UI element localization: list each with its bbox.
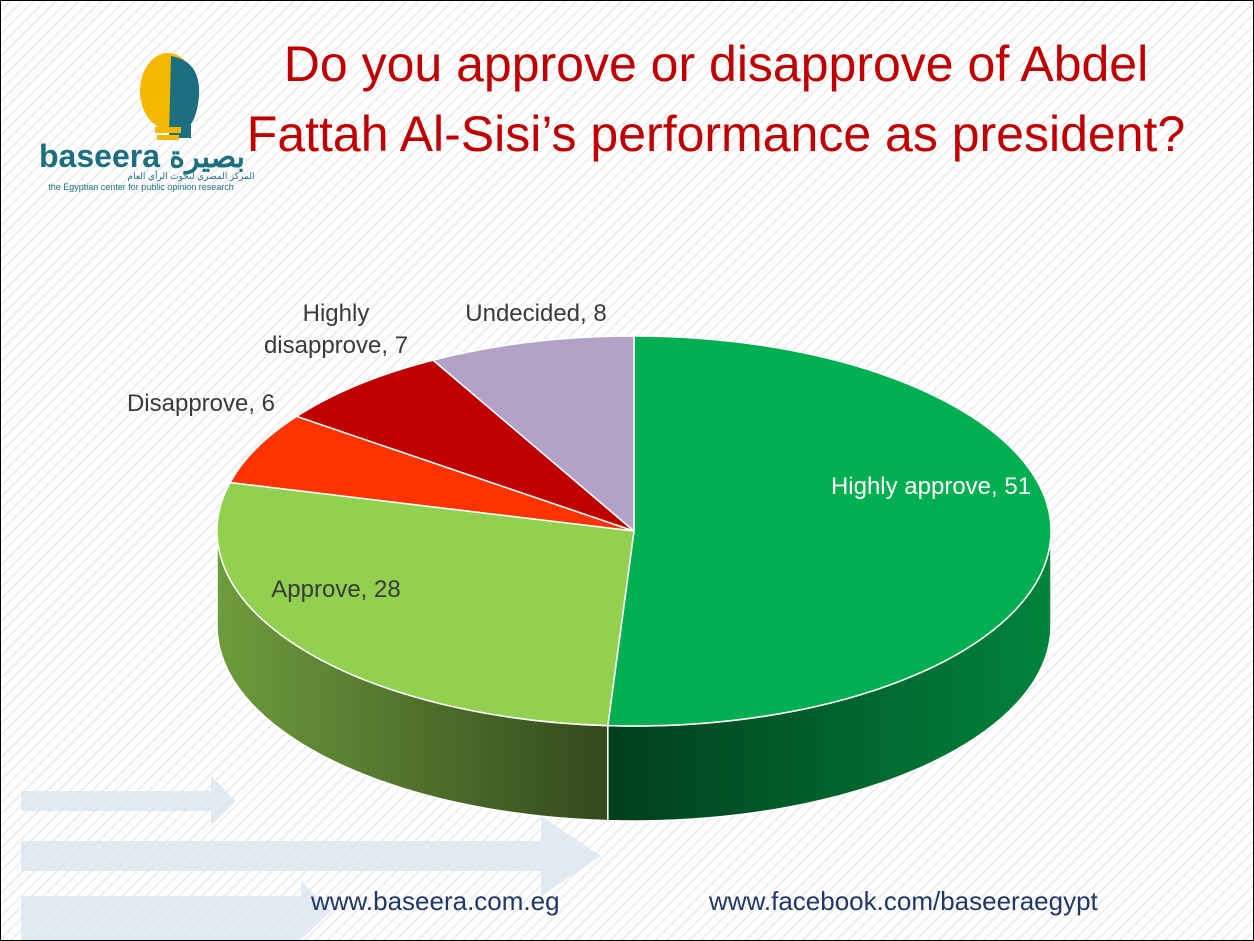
slice xyxy=(431,335,635,533)
footer-facebook: www.facebook.com/baseeraegypt xyxy=(709,886,1098,916)
slice xyxy=(294,359,635,532)
logo-arabic: بصيرة xyxy=(169,141,245,175)
data-label: Approve, 28 xyxy=(271,576,401,603)
pie xyxy=(216,335,1052,822)
slice xyxy=(228,415,635,532)
data-label: Undecided, 8 xyxy=(465,300,607,327)
chart-title: Do you approve or disapprove of Abdel Fa… xyxy=(246,36,1186,162)
decor-arrows xyxy=(21,776,601,940)
slice xyxy=(216,481,635,727)
data-label: Disapprove, 6 xyxy=(126,390,276,417)
slice xyxy=(606,335,1052,727)
data-label: Highly approve, 51 xyxy=(830,473,1032,500)
logo-arabic-tagline: المركز المصري لبحوث الرأي العام xyxy=(128,169,255,182)
logo-name: baseera xyxy=(39,138,160,174)
data-label: Highly disapprove, 7 xyxy=(263,300,409,359)
logo-bulb xyxy=(140,53,200,140)
logo-tagline: the Egyptian center for public opinion r… xyxy=(48,182,234,192)
footer-website: www.baseera.com.eg xyxy=(311,886,560,916)
